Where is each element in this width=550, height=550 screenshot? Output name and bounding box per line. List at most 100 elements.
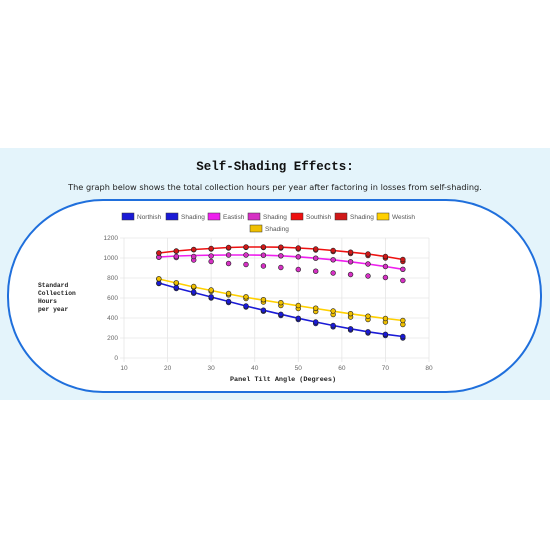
legend-label: Shading <box>265 226 289 233</box>
data-point <box>191 289 197 295</box>
data-point <box>330 247 336 254</box>
x-tick-label: 30 <box>208 365 216 372</box>
y-tick-label: 400 <box>107 315 118 322</box>
data-point <box>347 326 354 332</box>
data-point <box>156 250 162 256</box>
data-point <box>400 333 406 340</box>
data-point <box>295 254 301 260</box>
data-point <box>260 263 267 269</box>
x-tick-label: 40 <box>251 365 259 372</box>
y-tick-label: 600 <box>107 295 118 302</box>
data-point <box>173 253 179 260</box>
y-tick-label: 1200 <box>104 235 119 242</box>
legend-swatch <box>247 212 261 221</box>
y-tick-label: 200 <box>107 335 118 342</box>
data-point <box>330 308 336 314</box>
legend-swatch <box>290 212 304 221</box>
data-point <box>313 246 319 252</box>
data-point <box>260 244 267 250</box>
data-point <box>365 251 371 257</box>
x-tick-label: 10 <box>120 365 128 372</box>
data-point <box>260 307 267 313</box>
x-tick-label: 20 <box>164 365 172 372</box>
legend: Northish Shading Eastish Shading Southish Sha… <box>121 212 415 233</box>
legend-label: Shading <box>350 214 374 221</box>
data-point <box>313 255 319 261</box>
data-point <box>260 252 267 258</box>
data-point <box>347 311 354 317</box>
data-point <box>225 298 232 305</box>
x-tick-label: 50 <box>295 365 303 372</box>
legend-swatch <box>165 212 179 221</box>
y-tick-label: 0 <box>114 355 118 362</box>
data-point <box>347 271 354 278</box>
data-point <box>243 294 249 300</box>
data-point <box>382 274 389 281</box>
page-subtitle: The graph below shows the total collecti… <box>68 182 482 192</box>
legend-swatch <box>376 212 390 221</box>
data-point <box>156 276 162 282</box>
data-point <box>208 245 214 252</box>
data-point <box>382 331 389 337</box>
data-point <box>173 248 179 254</box>
data-point <box>400 317 406 324</box>
y-axis-label-line: Standard <box>38 282 69 289</box>
data-point <box>278 244 284 250</box>
data-point <box>173 280 179 286</box>
x-tick-label: 80 <box>425 365 433 372</box>
legend-label: Eastish <box>223 214 245 221</box>
data-point <box>191 253 197 260</box>
data-point <box>260 297 267 303</box>
data-point <box>313 319 319 325</box>
data-point <box>295 315 301 321</box>
data-point <box>225 244 232 251</box>
legend-label: Northish <box>137 214 162 221</box>
data-point <box>365 329 371 335</box>
data-point <box>278 300 284 306</box>
data-point <box>347 249 354 255</box>
data-point <box>400 277 406 284</box>
data-point <box>330 270 336 276</box>
data-point <box>365 273 371 279</box>
data-point <box>208 258 214 265</box>
data-point <box>191 246 197 253</box>
legend-swatch <box>249 224 263 233</box>
legend-swatch <box>334 212 348 221</box>
legend-label: Southish <box>306 214 332 221</box>
legend-label: Westish <box>392 214 415 221</box>
y-axis-label-line: Hours <box>38 298 57 305</box>
data-point <box>382 263 389 270</box>
chart-frame <box>7 199 542 393</box>
data-point <box>208 253 214 259</box>
data-point <box>278 264 284 271</box>
y-axis-label: Standard Collection Hours per year <box>38 282 76 314</box>
page-title: Self-Shading Effects: <box>196 160 354 174</box>
data-point <box>365 261 371 267</box>
legend-label: Shading <box>181 214 205 221</box>
legend-label: Shading <box>263 214 287 221</box>
data-point <box>278 311 284 317</box>
data-point <box>208 294 214 300</box>
data-point <box>400 256 406 263</box>
x-tick-label: 70 <box>382 365 390 372</box>
data-point <box>243 261 249 268</box>
data-point <box>225 252 232 258</box>
data-point <box>295 302 301 309</box>
data-point <box>191 283 197 290</box>
data-point <box>243 303 249 309</box>
legend-swatch <box>207 212 221 221</box>
data-point <box>330 257 336 263</box>
data-point <box>365 313 371 319</box>
data-point <box>278 253 284 259</box>
data-point <box>225 260 232 267</box>
data-point <box>400 266 406 272</box>
plot-area <box>156 244 406 341</box>
data-point <box>295 245 301 251</box>
data-point <box>313 268 319 274</box>
data-point <box>347 259 354 265</box>
data-point <box>382 253 389 260</box>
y-axis-label-line: per year <box>38 306 69 313</box>
y-axis-label-line: Collection <box>38 290 76 297</box>
data-point <box>243 244 249 250</box>
